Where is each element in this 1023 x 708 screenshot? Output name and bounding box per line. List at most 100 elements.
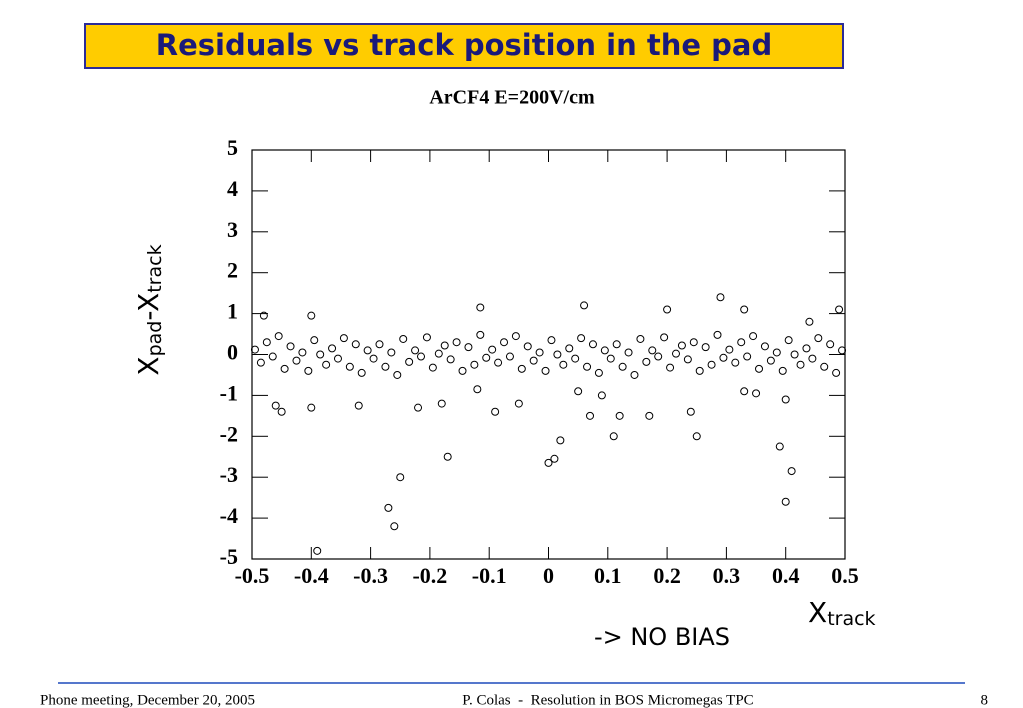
point bbox=[286, 342, 295, 351]
point bbox=[597, 391, 606, 400]
x-tick-label: -0.3 bbox=[353, 563, 388, 588]
point bbox=[298, 348, 307, 357]
point bbox=[835, 305, 844, 314]
point bbox=[250, 345, 259, 354]
point bbox=[322, 360, 331, 369]
point bbox=[808, 354, 817, 363]
point bbox=[571, 354, 580, 363]
point bbox=[535, 348, 544, 357]
point bbox=[505, 352, 514, 361]
point bbox=[692, 432, 701, 441]
point bbox=[559, 360, 568, 369]
point bbox=[752, 389, 761, 398]
point bbox=[523, 342, 532, 351]
point bbox=[292, 356, 301, 365]
y-tick-label: 2 bbox=[227, 258, 238, 283]
point bbox=[588, 340, 597, 349]
y-tick-label: 0 bbox=[227, 340, 238, 365]
point bbox=[310, 336, 319, 345]
point bbox=[307, 403, 316, 412]
point bbox=[428, 363, 437, 372]
point bbox=[737, 338, 746, 347]
y-tick-label: 4 bbox=[227, 176, 238, 201]
point bbox=[666, 363, 675, 372]
point bbox=[328, 344, 337, 353]
point bbox=[787, 467, 796, 476]
point bbox=[357, 368, 366, 377]
point bbox=[446, 355, 455, 364]
point bbox=[476, 330, 485, 339]
point bbox=[553, 350, 562, 359]
point bbox=[796, 360, 805, 369]
point bbox=[544, 458, 553, 467]
point bbox=[713, 330, 722, 339]
point bbox=[363, 346, 372, 355]
subscript: pad bbox=[144, 321, 166, 357]
point bbox=[740, 305, 749, 314]
point bbox=[414, 403, 423, 412]
point bbox=[618, 362, 627, 371]
point bbox=[511, 332, 520, 341]
point bbox=[393, 370, 402, 379]
point bbox=[556, 436, 565, 445]
y-tick-label: -5 bbox=[220, 544, 238, 569]
point bbox=[339, 334, 348, 343]
point bbox=[354, 401, 363, 410]
point bbox=[790, 350, 799, 359]
point bbox=[437, 399, 446, 408]
point bbox=[488, 345, 497, 354]
label-part: X bbox=[808, 596, 827, 629]
point bbox=[778, 366, 787, 375]
point bbox=[550, 454, 559, 463]
x-tick-label: -0.2 bbox=[412, 563, 447, 588]
point bbox=[452, 338, 461, 347]
point bbox=[600, 346, 609, 355]
x-tick-label: 0.1 bbox=[594, 563, 622, 588]
point bbox=[574, 387, 583, 396]
footer-left: Phone meeting, December 20, 2005 bbox=[40, 692, 255, 708]
point bbox=[677, 341, 686, 350]
x-tick-label: 0.4 bbox=[772, 563, 800, 588]
point bbox=[565, 344, 574, 353]
y-tick-label: -1 bbox=[220, 380, 238, 405]
subscript: track bbox=[827, 608, 875, 630]
point bbox=[277, 407, 286, 416]
point bbox=[482, 353, 491, 362]
point bbox=[500, 338, 509, 347]
point bbox=[805, 317, 814, 326]
point bbox=[256, 358, 265, 367]
point bbox=[262, 338, 271, 347]
plot-frame bbox=[251, 149, 846, 560]
subscript: track bbox=[144, 244, 166, 292]
label-part: -X bbox=[132, 293, 165, 321]
point bbox=[781, 395, 790, 404]
point bbox=[422, 333, 431, 342]
point bbox=[304, 366, 313, 375]
point bbox=[695, 366, 704, 375]
note: -> NO BIAS bbox=[594, 623, 730, 651]
y-tick-label: -2 bbox=[220, 421, 238, 446]
point bbox=[775, 442, 784, 451]
point bbox=[586, 411, 595, 420]
point bbox=[683, 355, 692, 364]
point bbox=[517, 364, 526, 373]
point bbox=[411, 346, 420, 355]
point bbox=[781, 497, 790, 506]
x-tick-label: -0.1 bbox=[472, 563, 507, 588]
point bbox=[731, 358, 740, 367]
y-axis-label: Xpad-Xtrack bbox=[132, 244, 166, 375]
point bbox=[624, 348, 633, 357]
point bbox=[766, 356, 775, 365]
point bbox=[470, 360, 479, 369]
y-tick-label: -4 bbox=[220, 503, 238, 528]
point bbox=[755, 364, 764, 373]
point bbox=[387, 348, 396, 357]
point bbox=[609, 432, 618, 441]
point bbox=[772, 348, 781, 357]
point bbox=[814, 334, 823, 343]
point bbox=[529, 356, 538, 365]
point bbox=[743, 352, 752, 361]
point bbox=[268, 352, 277, 361]
